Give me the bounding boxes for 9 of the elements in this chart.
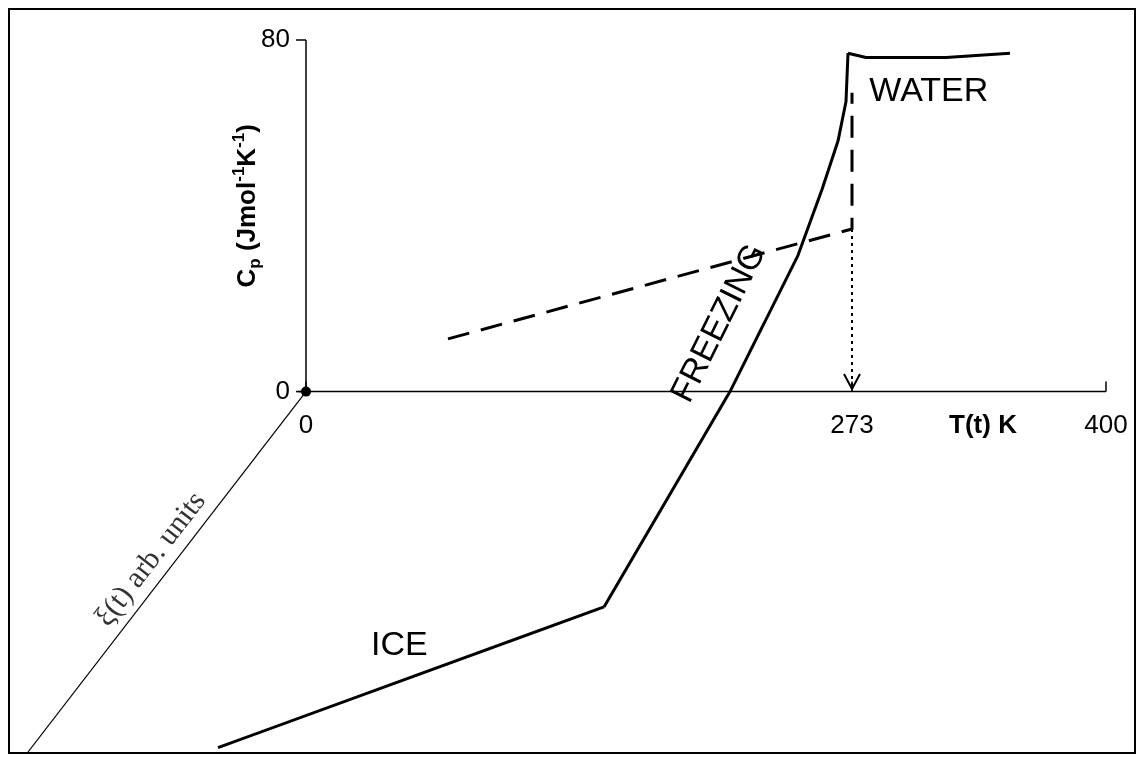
x-axis-title: T(t) K	[949, 408, 1018, 439]
annotation: ξ(t) arb. units	[86, 484, 213, 633]
x-tick-label: 0	[298, 408, 314, 439]
series-label: WATER	[869, 69, 989, 108]
y-tick-label: 80	[261, 23, 290, 54]
x-tick-label: 273	[830, 408, 874, 439]
y-axis-title: Cp (Jmol-1K-1)	[228, 124, 265, 288]
x-tick-label: 400	[1084, 408, 1128, 439]
series-label: ICE	[371, 623, 428, 662]
